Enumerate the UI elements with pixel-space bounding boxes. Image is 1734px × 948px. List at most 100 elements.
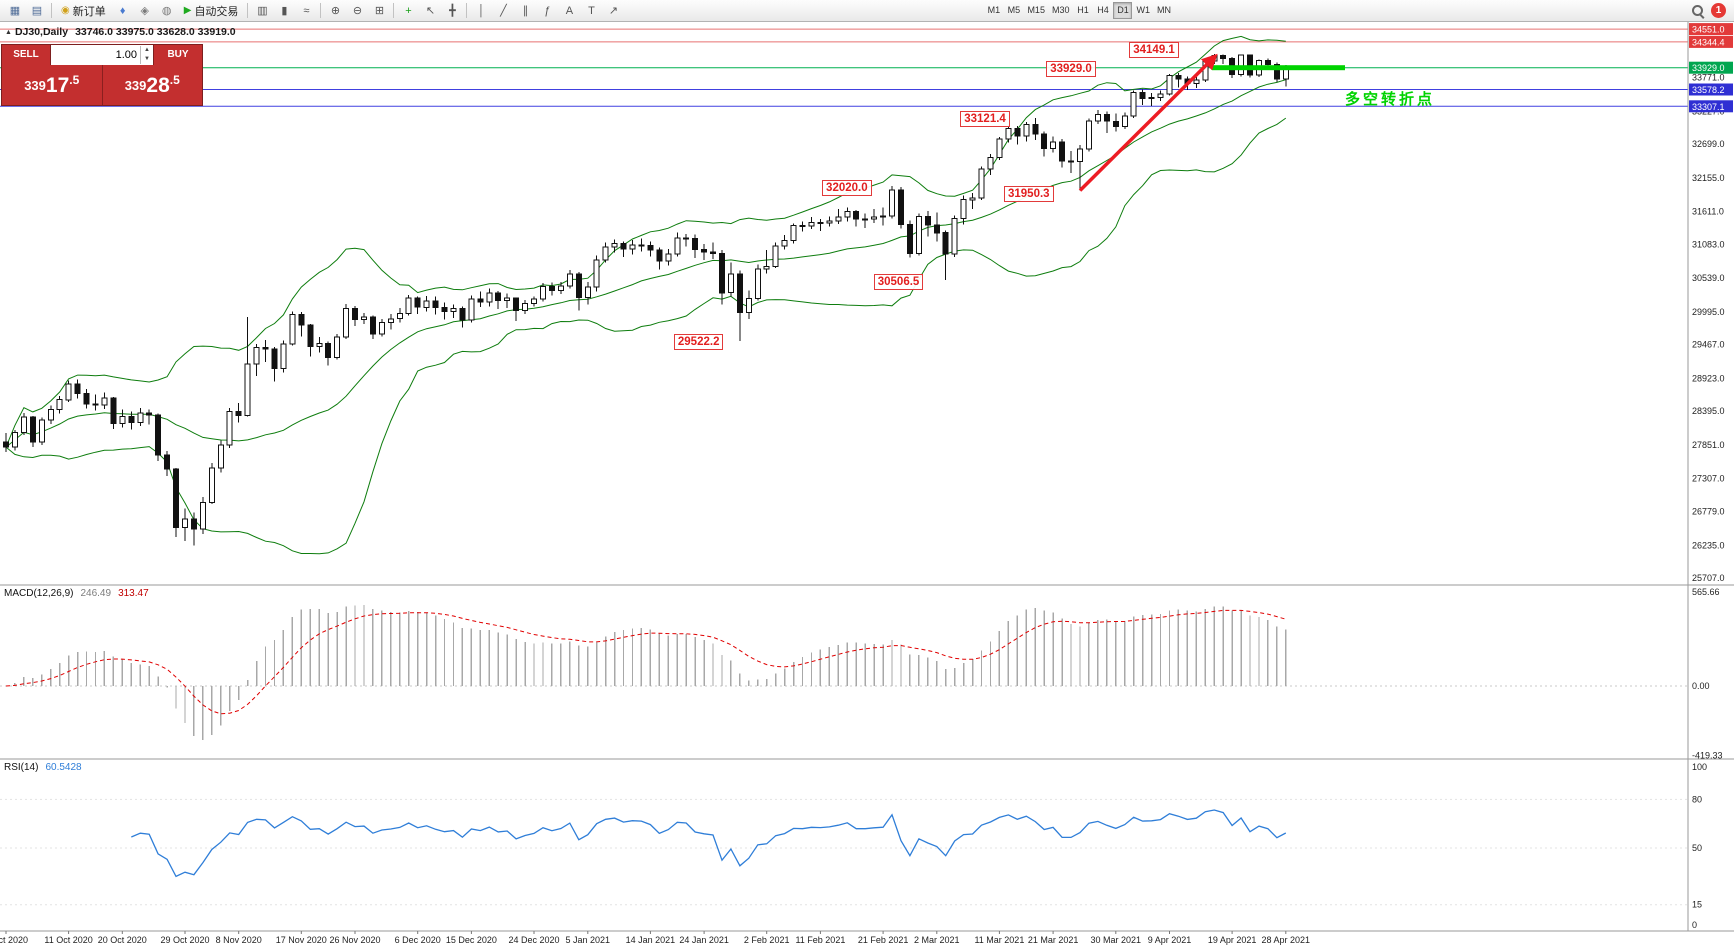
favorites-icon[interactable]: ♦ [119, 4, 126, 17]
price-annotation[interactable]: 32020.0 [822, 180, 872, 197]
svg-text:6 Dec 2020: 6 Dec 2020 [395, 935, 441, 945]
fibonacci-icon[interactable]: ƒ [544, 4, 551, 17]
svg-text:21 Mar 2021: 21 Mar 2021 [1028, 935, 1079, 945]
svg-text:80: 80 [1692, 794, 1702, 804]
volume-stepper[interactable]: ▲ ▼ [140, 46, 153, 64]
toolbar-separator [51, 3, 52, 18]
chart-profiles-icon[interactable]: ▤ [31, 4, 43, 17]
svg-text:31083.0: 31083.0 [1692, 239, 1725, 249]
timeframe-h4[interactable]: H4 [1097, 5, 1109, 15]
buy-price-decimal: .5 [169, 73, 180, 87]
svg-text:34344.4: 34344.4 [1692, 37, 1725, 47]
notification-badge[interactable]: 1 [1711, 3, 1726, 18]
toolbar-separator [247, 3, 249, 18]
svg-text:30 Mar 2021: 30 Mar 2021 [1091, 935, 1142, 945]
indicators-icon[interactable]: + [405, 4, 412, 17]
text-icon[interactable]: A [565, 4, 574, 17]
auto-trading-button[interactable]: ▶ 自动交易 [178, 2, 245, 20]
signals-icon[interactable]: ◍ [161, 4, 172, 17]
channel-icon[interactable]: ∥ [522, 4, 529, 17]
svg-text:14 Jan 2021: 14 Jan 2021 [626, 935, 676, 945]
crosshair-icon[interactable]: ╋ [449, 4, 456, 17]
svg-text:15 Dec 2020: 15 Dec 2020 [446, 935, 497, 945]
trendline-icon[interactable]: ╱ [500, 4, 507, 17]
svg-text:9 Apr 2021: 9 Apr 2021 [1148, 935, 1192, 945]
svg-text:33307.1: 33307.1 [1692, 102, 1725, 112]
chart-title-marker-icon: ▲ [5, 29, 12, 36]
svg-text:27307.0: 27307.0 [1692, 474, 1725, 484]
turning-point-note[interactable]: 多空转折点 [1345, 91, 1436, 108]
svg-text:31611.0: 31611.0 [1692, 207, 1724, 217]
search-icon[interactable] [1691, 4, 1705, 18]
new-order-button[interactable]: ◉ 新订单 [55, 2, 112, 20]
timeframe-m15[interactable]: M15 [1027, 5, 1045, 15]
timeframe-mn[interactable]: MN [1156, 5, 1171, 15]
price-annotation[interactable]: 29522.2 [673, 334, 724, 351]
svg-text:19 Apr 2021: 19 Apr 2021 [1208, 935, 1257, 945]
svg-text:26235.0: 26235.0 [1692, 540, 1725, 550]
svg-text:26779.0: 26779.0 [1692, 507, 1725, 517]
svg-text:32155.0: 32155.0 [1692, 173, 1725, 183]
buy-price-prefix: 339 [124, 77, 147, 93]
rsi-header: RSI(14) 60.5428 [4, 762, 82, 773]
volume-down-icon[interactable]: ▼ [144, 56, 150, 62]
svg-text:33771.0: 33771.0 [1692, 73, 1725, 83]
toolbar-separator [320, 3, 322, 18]
svg-text:28395.0: 28395.0 [1692, 406, 1725, 416]
svg-text:27851.0: 27851.0 [1692, 440, 1725, 450]
svg-text:100: 100 [1692, 762, 1707, 772]
price-annotation[interactable]: 33929.0 [1046, 60, 1096, 77]
svg-text:1 Oct 2020: 1 Oct 2020 [0, 935, 28, 945]
chart-ohlc-values: 33746.0 33975.0 33628.0 33919.0 [75, 26, 236, 38]
bar-chart-mode-icon[interactable]: ▥ [257, 4, 268, 17]
toolbar-items: ▦ ▤ ◉ 新订单 ♦ ◈ ◍ ▶ 自动交易 ▥ ▮ ≈ ⊕ ⊖ ⊞ + ↖ ╋ │ ╱ ∥ ƒ A T ↗ M1 M5 M15 M30… [4, 0, 1691, 21]
timeframe-w1[interactable]: W1 [1136, 5, 1150, 15]
market-watch-icon[interactable]: ◈ [140, 4, 149, 17]
price-annotation[interactable]: 31950.3 [1004, 185, 1054, 202]
auto-trading-button-label: 自动交易 [194, 5, 239, 18]
zoom-out-icon[interactable]: ⊖ [352, 4, 363, 17]
svg-text:5 Jan 2021: 5 Jan 2021 [566, 935, 611, 945]
svg-text:33929.0: 33929.0 [1692, 63, 1725, 73]
svg-text:28923.0: 28923.0 [1692, 373, 1725, 383]
timeframe-m1[interactable]: M1 [987, 5, 1001, 15]
svg-text:2 Feb 2021: 2 Feb 2021 [744, 935, 790, 945]
chart-symbol-period: DJ30,Daily [14, 26, 69, 38]
cursor-icon[interactable]: ↖ [425, 4, 436, 17]
svg-text:15: 15 [1692, 900, 1702, 910]
zoom-in-icon[interactable]: ⊕ [330, 4, 341, 17]
price-annotation[interactable]: 34149.1 [1129, 42, 1179, 59]
price-annotation[interactable]: 33121.4 [960, 110, 1010, 127]
volume-input[interactable] [51, 49, 140, 61]
timeframe-d1[interactable]: D1 [1113, 2, 1133, 19]
new-order-button-label: 新订单 [72, 5, 106, 18]
line-chart-mode-icon[interactable]: ≈ [303, 4, 310, 17]
buy-button[interactable]: BUY [154, 45, 202, 65]
timeframe-h1[interactable]: H1 [1077, 5, 1089, 15]
macd-label: MACD(12,26,9) [4, 588, 74, 599]
sell-button[interactable]: SELL [2, 45, 50, 65]
label-icon[interactable]: T [588, 4, 595, 17]
rsi-value: 60.5428 [45, 762, 82, 773]
svg-text:24 Jan 2021: 24 Jan 2021 [679, 935, 729, 945]
tile-windows-icon[interactable]: ⊞ [374, 4, 385, 17]
svg-text:11 Oct 2020: 11 Oct 2020 [44, 935, 92, 945]
price-annotation[interactable]: 30506.5 [873, 274, 924, 291]
sell-price-decimal: .5 [69, 73, 80, 87]
macd-main-value: 246.49 [80, 588, 112, 599]
svg-text:29995.0: 29995.0 [1692, 307, 1725, 317]
svg-text:34551.0: 34551.0 [1692, 25, 1725, 35]
arrows-icon[interactable]: ↗ [608, 4, 619, 17]
volume-up-icon[interactable]: ▲ [144, 47, 150, 53]
vertical-line-icon[interactable]: │ [478, 4, 485, 17]
new-chart-icon[interactable]: ▦ [9, 4, 21, 17]
buy-price[interactable]: 339 28.5 [102, 65, 202, 105]
sell-price[interactable]: 339 17.5 [2, 65, 103, 105]
toolbar-right: 1 [1691, 3, 1730, 18]
volume-field: ▲▼ [50, 45, 154, 65]
timeframe-m5[interactable]: M5 [1007, 5, 1021, 15]
svg-text:30539.0: 30539.0 [1692, 273, 1725, 283]
candlestick-mode-icon[interactable]: ▮ [281, 4, 288, 17]
timeframe-m30[interactable]: M30 [1051, 5, 1070, 15]
